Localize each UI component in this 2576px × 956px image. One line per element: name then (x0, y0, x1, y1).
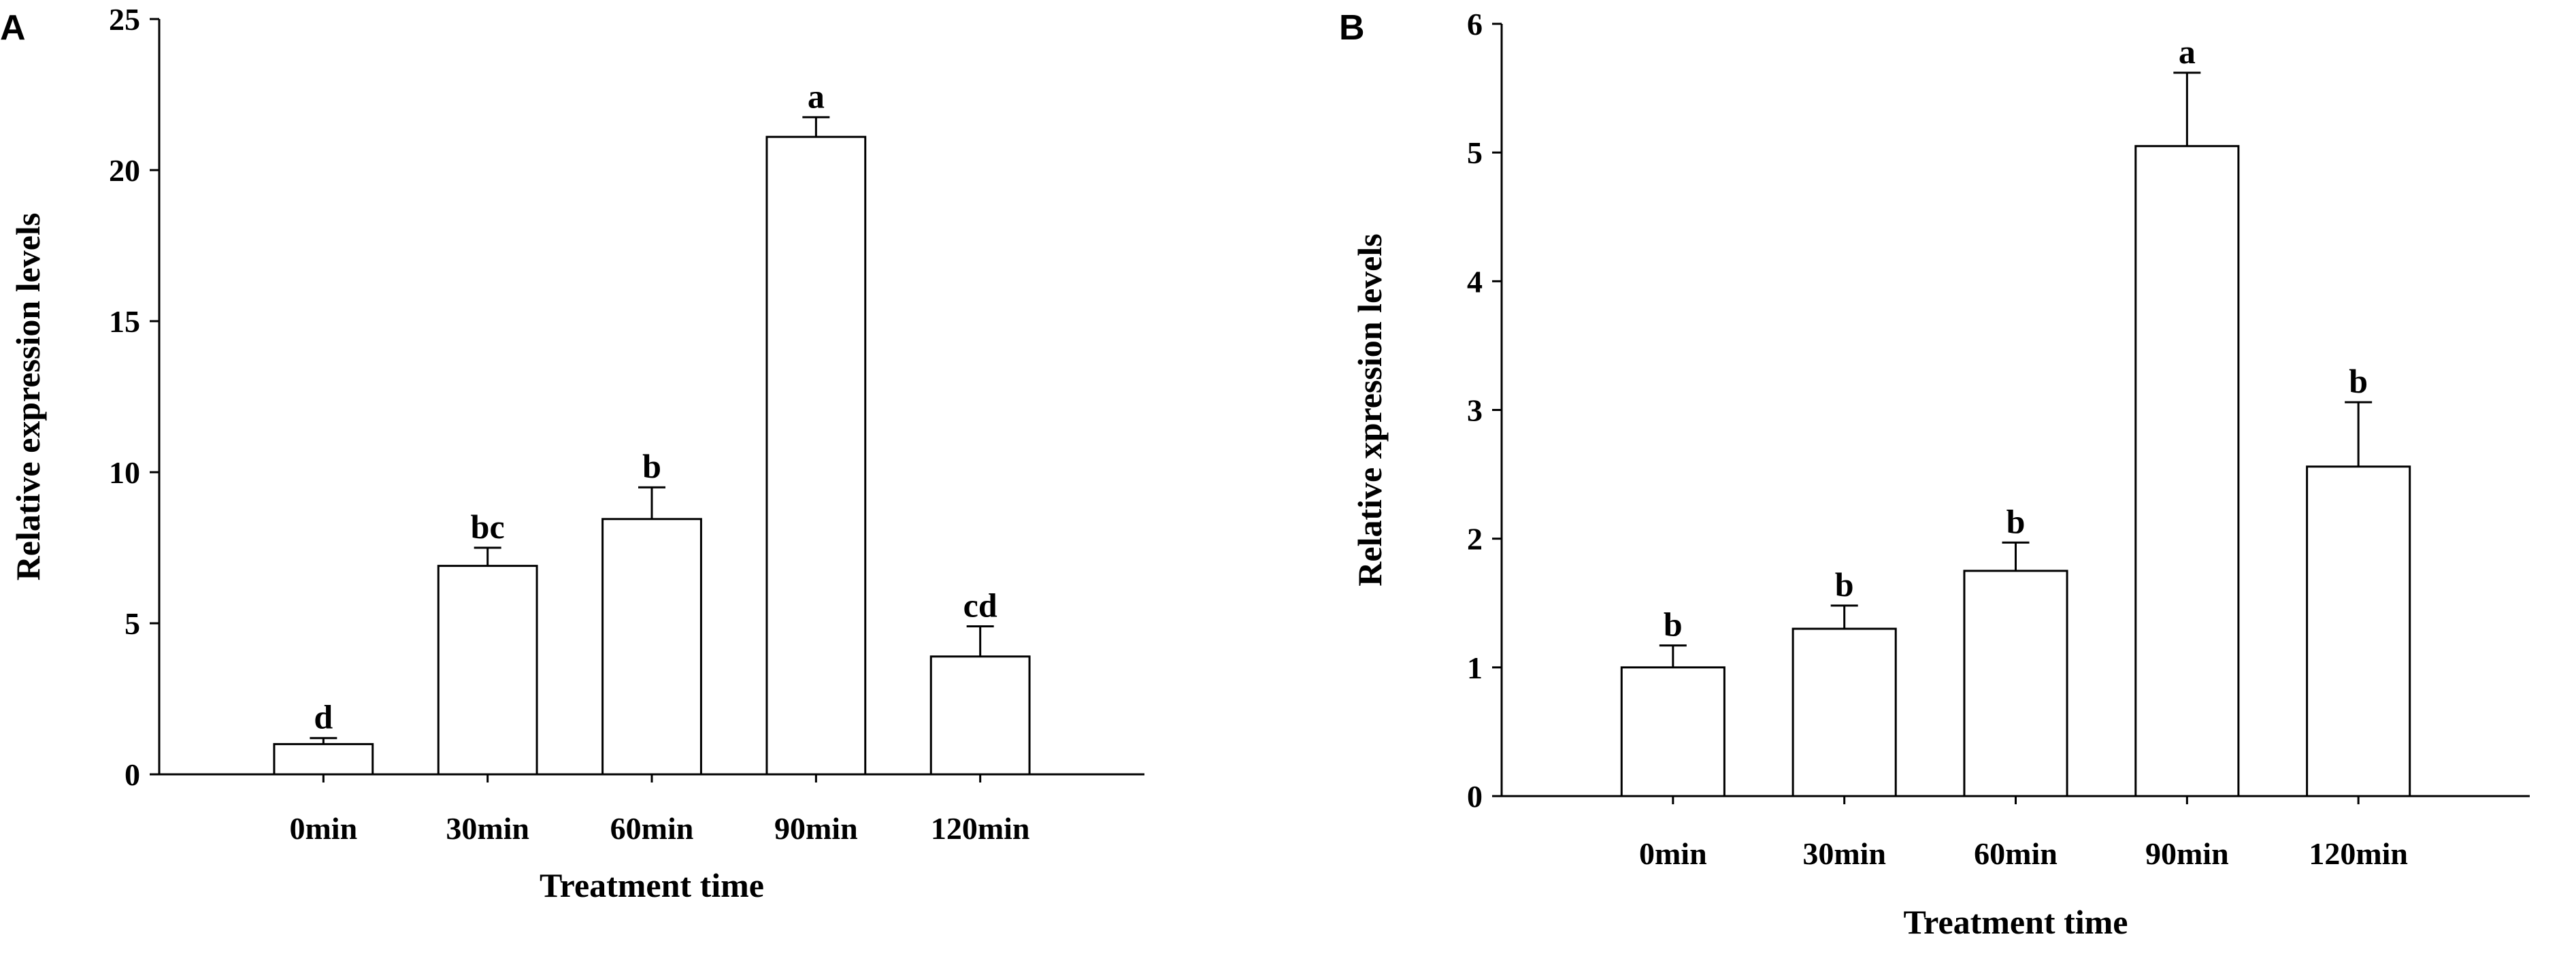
y-tick-label: 5 (1467, 135, 1483, 170)
panel-letter: A (0, 8, 26, 48)
y-tick-label: 3 (1467, 393, 1483, 428)
bar (929, 655, 1031, 776)
bar (1963, 570, 2068, 797)
significance-label: a (808, 77, 825, 115)
x-tick-label: 90min (774, 811, 858, 846)
x-tick-label: 0min (1639, 836, 1707, 871)
bar (601, 518, 702, 776)
bar (273, 743, 374, 776)
y-tick-label: 0 (1467, 779, 1483, 814)
bar (2306, 465, 2411, 797)
y-tick-label: 10 (109, 455, 140, 490)
significance-label: b (1835, 565, 1854, 604)
significance-label: bc (471, 508, 505, 546)
chart-panel-b: B 0 1 2 3 4 5 6 b 0min b 30min b 60min a 90min b 120min Tr… (1339, 7, 2530, 941)
bar (2134, 145, 2240, 797)
significance-label: b (2349, 362, 2368, 400)
y-tick-label: 20 (109, 153, 140, 188)
panel-letter: B (1339, 8, 1365, 48)
y-tick-label: 6 (1467, 7, 1483, 42)
x-axis-title: Treatment time (1904, 903, 2128, 941)
x-tick-label: 30min (446, 811, 529, 846)
significance-label: d (314, 698, 333, 736)
y-tick-label: 2 (1467, 522, 1483, 557)
chart-panel-a: A 0 5 10 15 20 25 d 0min bc 30min b 60min a 90min cd 120… (0, 2, 1144, 904)
significance-label: cd (963, 586, 997, 624)
x-tick-label: 60min (610, 811, 694, 846)
bar (1620, 666, 1725, 797)
y-axis-title: Relative xpression levels (1351, 233, 1389, 586)
bar (437, 565, 538, 776)
y-tick-label: 5 (125, 606, 140, 641)
x-tick-label: 60min (1974, 836, 2058, 871)
significance-label: b (1664, 606, 1683, 644)
significance-label: a (2179, 33, 2196, 71)
significance-label: b (2007, 502, 2026, 540)
y-axis-title: Relative expression levels (9, 213, 47, 581)
x-tick-label: 90min (2145, 836, 2229, 871)
y-tick-label: 25 (109, 2, 140, 37)
significance-label: b (642, 447, 661, 485)
y-tick-label: 4 (1467, 264, 1483, 299)
x-tick-label: 30min (1802, 836, 1886, 871)
bar (765, 135, 867, 776)
y-tick-label: 1 (1467, 650, 1483, 685)
y-tick-label: 0 (125, 757, 140, 792)
x-tick-label: 120min (931, 811, 1030, 846)
x-tick-label: 0min (289, 811, 357, 846)
bar (1791, 627, 1897, 797)
y-tick-label: 15 (109, 304, 140, 339)
x-axis-title: Treatment time (540, 866, 764, 904)
x-tick-label: 120min (2309, 836, 2408, 871)
